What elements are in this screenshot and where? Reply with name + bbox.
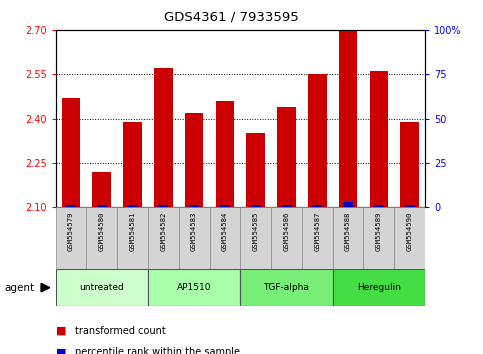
Bar: [333, 269, 425, 306]
Text: agent: agent: [5, 282, 35, 293]
Bar: [240, 207, 271, 269]
Text: ■: ■: [56, 347, 66, 354]
Bar: [210, 207, 240, 269]
Bar: [189, 205, 199, 207]
Bar: [277, 107, 296, 207]
Bar: [86, 207, 117, 269]
Text: AP1510: AP1510: [177, 283, 212, 292]
Bar: [343, 202, 353, 207]
Bar: [251, 205, 261, 207]
Bar: [312, 205, 322, 207]
Bar: [246, 133, 265, 207]
Text: GSM554582: GSM554582: [160, 212, 166, 251]
Text: GSM554579: GSM554579: [68, 212, 74, 251]
Bar: [179, 207, 210, 269]
Bar: [405, 205, 415, 207]
Text: GSM554587: GSM554587: [314, 212, 320, 251]
Text: untreated: untreated: [79, 283, 124, 292]
Bar: [117, 207, 148, 269]
Text: GDS4361 / 7933595: GDS4361 / 7933595: [165, 11, 299, 24]
Text: GSM554583: GSM554583: [191, 212, 197, 251]
Bar: [92, 172, 111, 207]
Bar: [66, 205, 76, 207]
Bar: [302, 207, 333, 269]
Text: GSM554586: GSM554586: [284, 212, 289, 251]
Bar: [394, 207, 425, 269]
Text: GSM554589: GSM554589: [376, 212, 382, 251]
Bar: [339, 30, 357, 207]
Bar: [97, 205, 107, 207]
Bar: [185, 113, 203, 207]
Bar: [158, 205, 169, 207]
Bar: [282, 205, 292, 207]
Bar: [154, 68, 172, 207]
Text: GSM554588: GSM554588: [345, 212, 351, 251]
Bar: [123, 121, 142, 207]
Bar: [56, 269, 148, 306]
Text: TGF-alpha: TGF-alpha: [264, 283, 310, 292]
Bar: [271, 207, 302, 269]
Text: Heregulin: Heregulin: [357, 283, 401, 292]
Bar: [308, 74, 327, 207]
Text: GSM554590: GSM554590: [407, 212, 412, 251]
Text: GSM554581: GSM554581: [129, 212, 136, 251]
Text: GSM554585: GSM554585: [253, 212, 259, 251]
Bar: [333, 207, 364, 269]
Bar: [148, 269, 241, 306]
Bar: [62, 98, 80, 207]
Text: ■: ■: [56, 326, 66, 336]
Bar: [369, 72, 388, 207]
Bar: [240, 269, 333, 306]
Text: GSM554584: GSM554584: [222, 212, 228, 251]
Bar: [374, 205, 384, 207]
Bar: [128, 205, 138, 207]
Text: transformed count: transformed count: [75, 326, 166, 336]
Bar: [56, 207, 86, 269]
Bar: [400, 121, 419, 207]
Bar: [220, 205, 230, 207]
Bar: [215, 101, 234, 207]
Bar: [364, 207, 394, 269]
Text: percentile rank within the sample: percentile rank within the sample: [75, 347, 240, 354]
Bar: [148, 207, 179, 269]
Text: GSM554580: GSM554580: [99, 212, 105, 251]
